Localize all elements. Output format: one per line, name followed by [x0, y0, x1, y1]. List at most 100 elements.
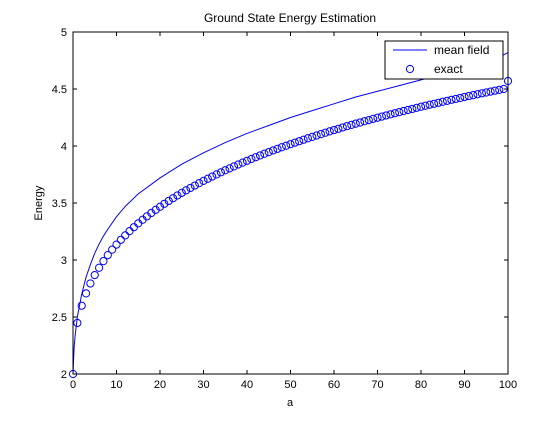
exact-point	[255, 151, 265, 160]
exact-point	[116, 235, 125, 244]
exact-point	[73, 318, 82, 328]
exact-point	[212, 170, 221, 179]
exact-point	[438, 97, 447, 106]
series-layer	[68, 52, 513, 379]
legend-exact-marker	[405, 64, 415, 74]
exact-point	[81, 289, 91, 298]
exact-point	[482, 88, 491, 97]
exact-point	[247, 154, 256, 164]
exact-point	[460, 92, 469, 102]
chart-title: Ground State Energy Estimation	[204, 11, 376, 25]
exact-point	[395, 108, 404, 117]
exact-point	[490, 86, 500, 95]
exact-point	[443, 96, 452, 105]
exact-point	[351, 119, 360, 128]
x-tick-label: 10	[110, 379, 122, 391]
exact-point	[316, 130, 326, 139]
legend-exact-label: exact	[434, 62, 463, 76]
exact-point	[86, 279, 95, 288]
exact-point	[434, 98, 443, 107]
exact-point	[473, 90, 482, 99]
exact-point	[190, 181, 199, 190]
exact-point	[321, 128, 330, 137]
x-tick-label: 20	[154, 379, 166, 391]
exact-point	[469, 91, 478, 100]
exact-point	[186, 183, 195, 193]
exact-point	[399, 106, 408, 116]
x-tick-label: 70	[371, 379, 383, 391]
exact-point	[242, 156, 252, 165]
plot-area	[73, 32, 508, 374]
exact-point	[121, 231, 130, 240]
exact-point	[234, 160, 243, 169]
exact-point	[95, 263, 104, 272]
exact-point	[429, 99, 439, 108]
series-line-mean-field	[72, 52, 509, 375]
exact-point	[308, 132, 317, 141]
exact-point	[290, 138, 299, 147]
y-tick-label: 2.5	[52, 312, 67, 324]
exact-point	[386, 110, 395, 119]
exact-point	[269, 146, 278, 155]
exact-point	[425, 100, 434, 109]
exact-point	[203, 174, 212, 183]
legend: mean field exact	[384, 40, 504, 80]
exact-point	[221, 166, 230, 175]
y-axis: 2 2.5 3 3.5 4 4.5 5	[52, 27, 508, 381]
exact-point	[416, 102, 426, 111]
exact-point	[195, 179, 204, 188]
y-axis-label: Energy	[33, 185, 45, 220]
exact-point	[408, 104, 417, 114]
exact-point	[451, 94, 460, 104]
y-tick-label: 5	[61, 27, 67, 39]
exact-point	[312, 131, 321, 140]
x-tick-label: 40	[241, 379, 253, 391]
exact-point	[421, 101, 430, 110]
exact-point	[273, 144, 282, 153]
exact-point	[382, 111, 391, 120]
x-tick-label: 60	[328, 379, 340, 391]
exact-point	[356, 118, 365, 127]
exact-point	[373, 113, 382, 122]
exact-point	[251, 153, 260, 162]
exact-point	[112, 240, 121, 249]
exact-point	[260, 149, 269, 158]
exact-point	[329, 125, 339, 135]
exact-point	[464, 91, 473, 101]
exact-point	[199, 176, 208, 185]
exact-point	[412, 103, 421, 112]
exact-point	[295, 137, 304, 146]
exact-point	[264, 148, 273, 157]
exact-point	[342, 122, 352, 131]
exact-point	[495, 85, 504, 95]
y-tick-label: 2	[61, 369, 67, 381]
x-axis-label: a	[287, 397, 294, 409]
x-tick-label: 0	[70, 379, 76, 391]
exact-point	[364, 116, 373, 125]
exact-point	[347, 120, 356, 130]
exact-point	[338, 123, 347, 132]
x-tick-label: 50	[284, 379, 296, 391]
exact-point	[108, 245, 117, 254]
exact-point	[77, 301, 86, 310]
exact-point	[103, 251, 112, 260]
exact-point	[168, 194, 178, 203]
exact-point	[390, 109, 399, 118]
y-tick-label: 3.5	[52, 198, 67, 210]
exact-point	[229, 162, 239, 171]
exact-point	[334, 124, 343, 133]
exact-point	[447, 95, 456, 104]
exact-point	[238, 158, 247, 167]
exact-point	[182, 186, 191, 195]
exact-point	[403, 105, 413, 115]
y-tick-label: 4.5	[52, 84, 67, 96]
exact-point	[377, 112, 386, 121]
exact-point	[369, 114, 378, 123]
y-tick-label: 3	[61, 255, 67, 267]
legend-mean-field-label: mean field	[434, 43, 489, 57]
legend-box	[384, 40, 504, 80]
exact-point	[486, 87, 495, 96]
exact-point	[360, 117, 369, 126]
